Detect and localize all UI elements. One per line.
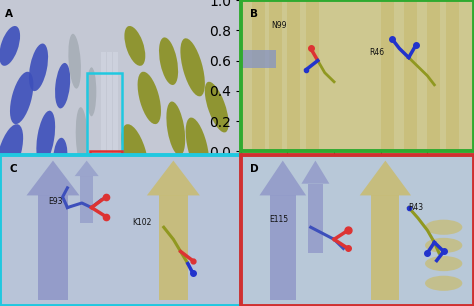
Ellipse shape [10,179,34,237]
Bar [371,196,400,300]
Text: Chain A: Chain A [93,230,120,236]
Ellipse shape [183,194,202,247]
Ellipse shape [186,118,209,176]
Ellipse shape [68,34,81,89]
Ellipse shape [136,188,158,241]
Polygon shape [147,161,200,196]
Ellipse shape [36,248,51,290]
Ellipse shape [425,276,462,291]
Ellipse shape [210,160,228,207]
Text: D: D [250,164,259,174]
Ellipse shape [66,187,78,242]
Text: A: A [5,9,13,19]
Bar [90,151,122,226]
Text: E115: E115 [269,215,288,224]
Bar [270,196,296,300]
Ellipse shape [166,102,185,155]
Ellipse shape [76,107,88,168]
Text: R46: R46 [369,48,384,58]
Ellipse shape [160,172,177,220]
Ellipse shape [53,138,67,181]
Ellipse shape [159,37,178,85]
Ellipse shape [124,246,146,293]
Ellipse shape [0,26,20,66]
Ellipse shape [121,124,148,182]
Bar [381,0,393,151]
Bar [428,0,440,151]
Bar [241,50,276,68]
Ellipse shape [55,63,70,108]
Ellipse shape [181,38,205,96]
Bar [287,0,300,151]
Text: R43: R43 [409,203,424,212]
Bar [404,0,417,151]
Polygon shape [74,161,99,176]
Polygon shape [259,161,306,196]
Text: E93: E93 [48,197,63,206]
Polygon shape [301,161,329,184]
Bar [253,0,265,151]
Ellipse shape [425,256,462,271]
Bar [107,52,112,260]
Polygon shape [360,161,411,196]
Text: K102: K102 [132,218,152,227]
Ellipse shape [10,72,33,124]
Text: C: C [9,164,17,174]
Ellipse shape [189,260,206,303]
Ellipse shape [205,82,228,132]
Text: N99: N99 [271,21,287,30]
Text: RepA: RepA [65,230,84,236]
Ellipse shape [62,252,73,298]
Ellipse shape [87,67,96,116]
Ellipse shape [32,178,50,226]
Bar [87,73,122,184]
Ellipse shape [425,238,462,253]
Bar [113,52,118,260]
Polygon shape [27,161,80,196]
Ellipse shape [164,242,179,284]
Ellipse shape [425,220,462,235]
Ellipse shape [87,153,96,202]
Ellipse shape [0,124,23,182]
Ellipse shape [137,72,161,124]
Ellipse shape [0,237,22,289]
Bar [308,184,323,253]
Ellipse shape [36,111,55,165]
Ellipse shape [29,43,48,91]
Text: RepE  PDB ID: 2Z9O: RepE PDB ID: 2Z9O [65,248,125,252]
Bar [159,196,188,300]
Bar [100,52,106,260]
Text: Chain B: Chain B [151,230,178,236]
Bar [306,0,319,151]
Bar [269,0,282,151]
Bar [80,176,93,223]
Text: B: B [250,9,258,19]
Ellipse shape [213,230,230,271]
Bar [38,196,67,300]
Ellipse shape [124,26,146,66]
Bar [446,0,459,151]
Bar [94,187,119,246]
